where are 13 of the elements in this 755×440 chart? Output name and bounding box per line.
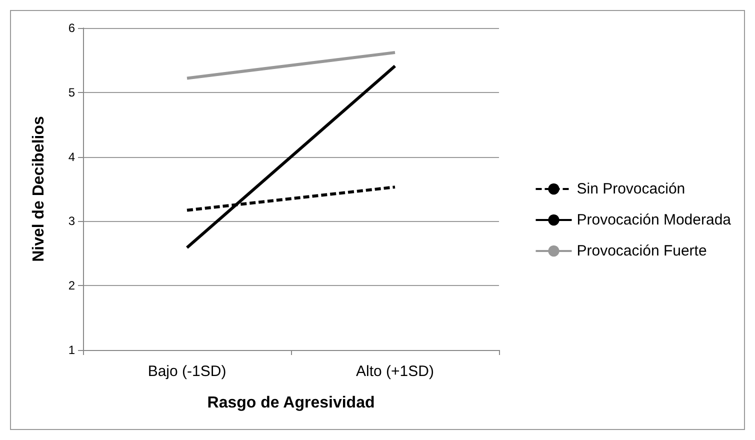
y-tick-label: 2 — [68, 278, 76, 293]
y-tick-label: 5 — [68, 85, 76, 100]
y-tick-label: 6 — [68, 21, 76, 35]
x-tick-label: Bajo (-1SD) — [148, 363, 226, 380]
y-tick-label: 3 — [68, 214, 76, 228]
x-tick-label: Alto (+1SD) — [356, 363, 434, 380]
legend-label: Sin Provocación — [576, 180, 686, 198]
y-axis-title: Nivel de Decibelios — [30, 116, 48, 262]
legend-label: Provocación Moderada — [576, 212, 732, 228]
x-axis-title: Rasgo de Agresividad — [207, 394, 375, 412]
y-tick-label: 4 — [68, 150, 76, 164]
y-tick-label: 1 — [68, 343, 76, 357]
legend-label: Provocación Fuerte — [576, 242, 707, 260]
